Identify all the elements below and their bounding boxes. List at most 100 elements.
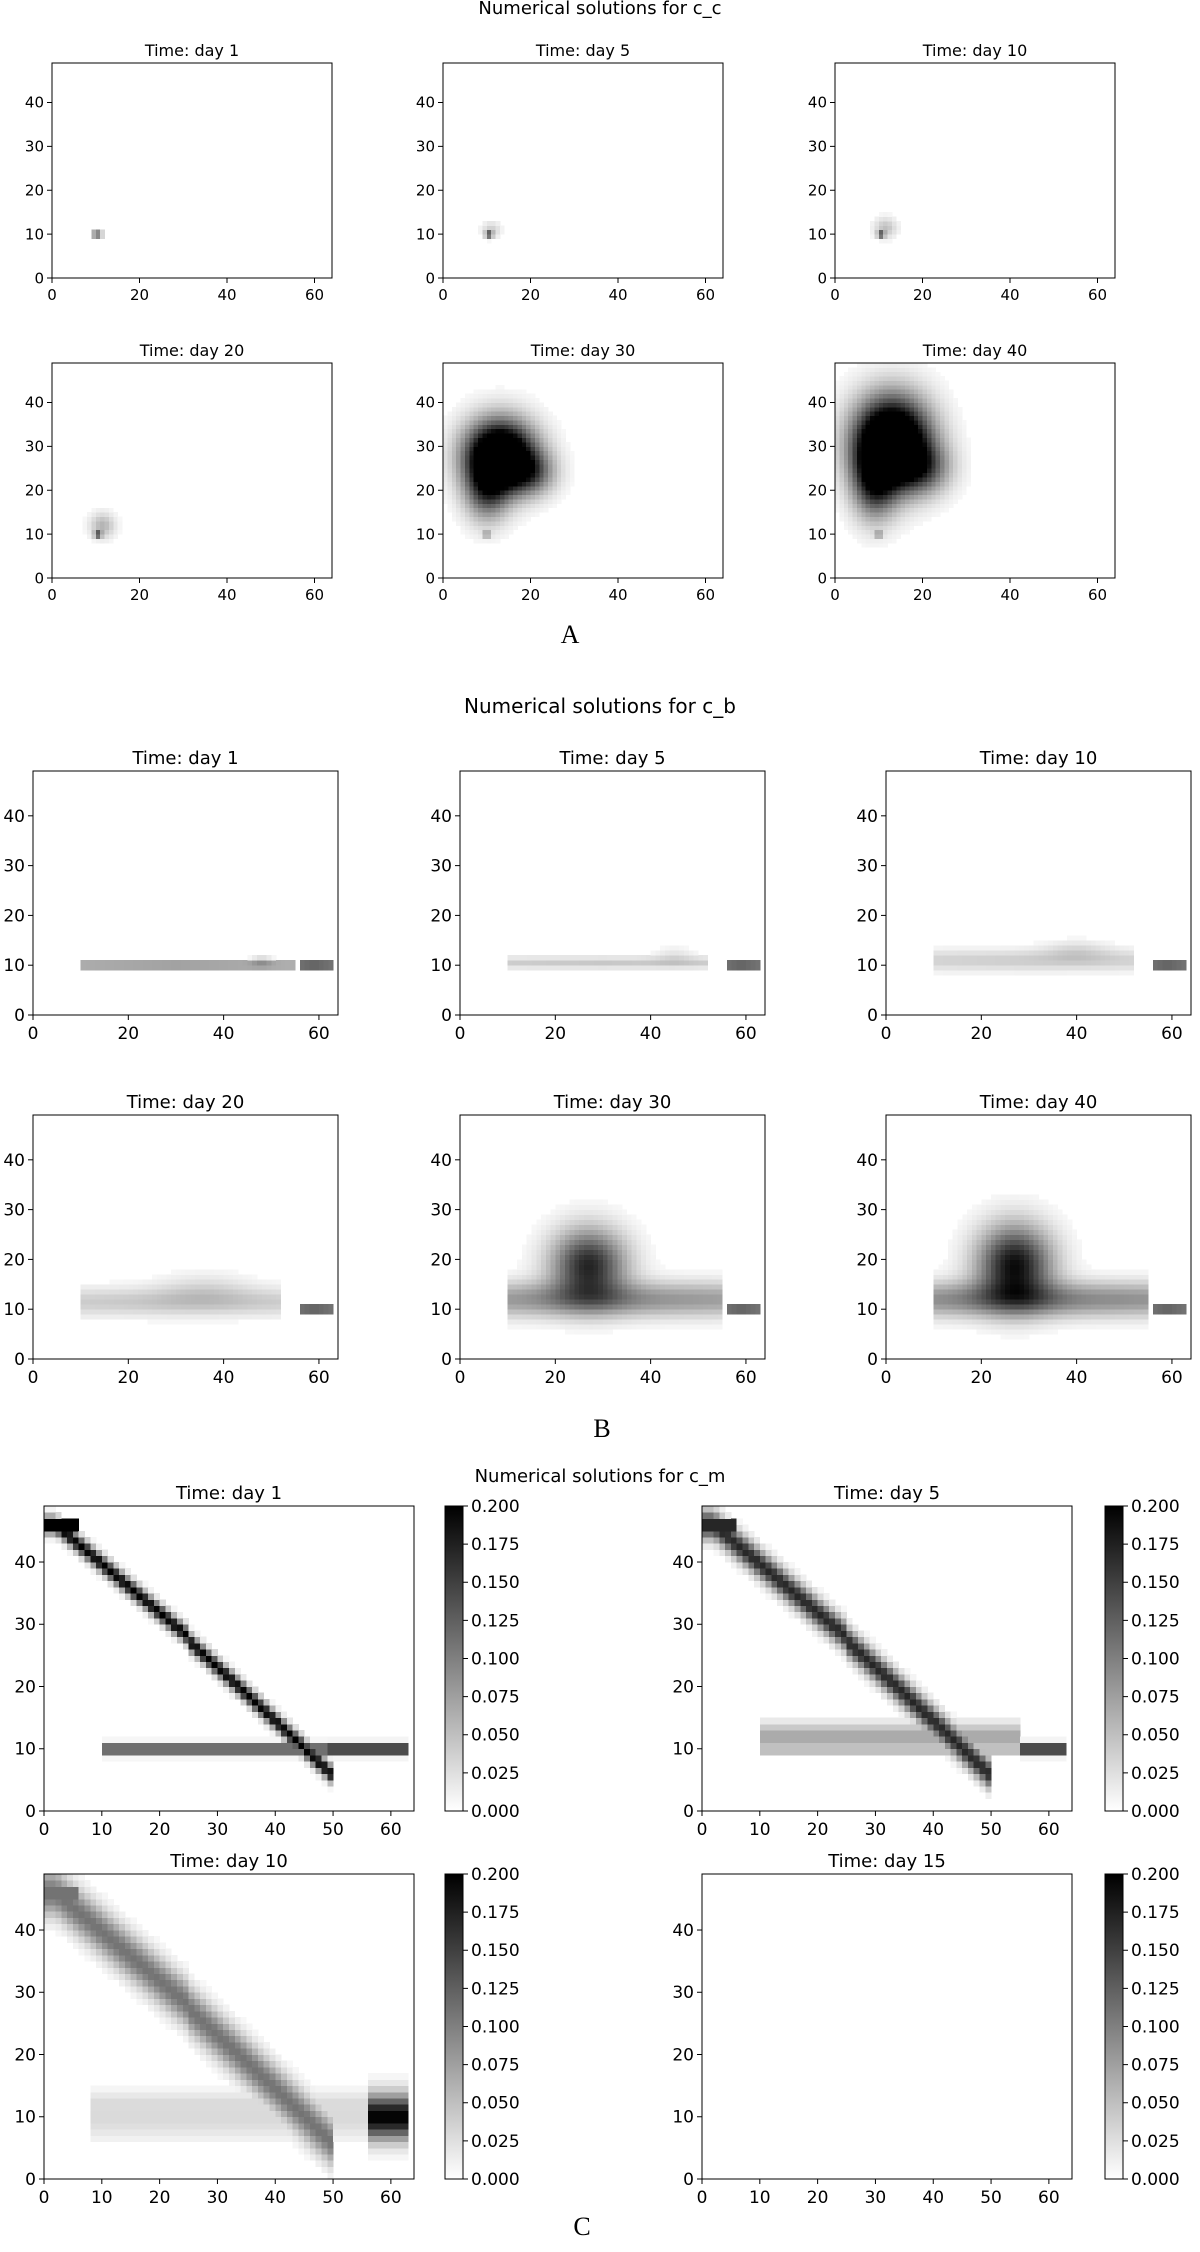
heatmap-cell (517, 437, 523, 443)
heatmap-cell (617, 1264, 623, 1270)
heatmap-cell (874, 411, 880, 417)
heatmap-cell (478, 494, 483, 500)
heatmap-cell (679, 1299, 685, 1305)
heatmap-cell (171, 1304, 177, 1310)
heatmap-cell (622, 1264, 628, 1270)
heatmap-cell (856, 463, 862, 469)
heatmap-cell (926, 481, 932, 487)
heatmap-cell (1033, 1324, 1039, 1330)
heatmap-cell (242, 1294, 248, 1300)
heatmap-cell (878, 380, 884, 386)
heatmap-cell (161, 1319, 167, 1325)
heatmap-cell (548, 490, 553, 496)
heatmap-cell (460, 459, 466, 465)
heatmap-cell (940, 380, 945, 386)
heatmap-cell (607, 1244, 613, 1250)
heatmap-cell (957, 477, 963, 482)
heatmap-cell (561, 463, 566, 469)
heatmap-cell (626, 1229, 632, 1235)
heatmap-cell (887, 490, 893, 496)
heatmap-cell (976, 1299, 982, 1305)
heatmap-cell (309, 1304, 315, 1310)
heatmap-cell (938, 955, 944, 961)
heatmap-cell (252, 1294, 258, 1300)
heatmap-cell (1019, 1244, 1025, 1250)
heatmap-cell (1014, 945, 1020, 951)
heatmap-cell (569, 1274, 575, 1280)
heatmap-cell (593, 1294, 599, 1300)
heatmap-cell (1090, 1314, 1097, 1320)
heatmap-cell (918, 520, 923, 526)
x-tick-label: 0 (438, 586, 448, 604)
heatmap-cell (588, 1329, 594, 1335)
heatmap-cell (499, 393, 505, 399)
heatmap-cell (530, 512, 536, 517)
heatmap-cell (703, 1294, 709, 1300)
heatmap-cell (1071, 1284, 1078, 1290)
heatmap-cell (641, 1249, 647, 1255)
heatmap-cell (952, 1289, 958, 1295)
heatmap-cell (1014, 960, 1020, 966)
heatmap-cell (938, 1314, 944, 1320)
heatmap-cell (878, 363, 884, 368)
heatmap-cell (961, 455, 967, 460)
heatmap-cell (550, 1294, 556, 1300)
heatmap-cell (741, 960, 747, 966)
heatmap-cell (561, 481, 566, 487)
heatmap-cell (935, 441, 941, 447)
heatmap-cell (636, 1324, 642, 1330)
heatmap-cell (883, 481, 888, 487)
heatmap-cell (588, 1249, 594, 1255)
heatmap-cell (935, 411, 941, 417)
heatmap-cell (499, 225, 505, 231)
heatmap-cell (938, 1309, 944, 1315)
heatmap-cell (971, 1239, 977, 1245)
heatmap-cell (1024, 1194, 1030, 1201)
heatmap-cell (641, 1274, 647, 1280)
heatmap-cell (526, 1309, 532, 1315)
heatmap-cell (482, 234, 488, 239)
heatmap-cell (482, 415, 488, 421)
heatmap-cell (698, 1324, 704, 1330)
heatmap-cell (1086, 950, 1092, 956)
heatmap-cell (1048, 1204, 1054, 1211)
heatmap-cell (883, 229, 888, 235)
heatmap-cell (541, 965, 547, 971)
heatmap-cell (971, 1209, 977, 1215)
heatmap-cell (185, 1289, 191, 1295)
heatmap-cell (856, 450, 862, 456)
heatmap-cell (664, 965, 671, 971)
heatmap-cell (1009, 1299, 1016, 1305)
heatmap-cell (517, 415, 523, 421)
heatmap-cell (957, 459, 963, 465)
heatmap-cell (947, 1289, 954, 1295)
heatmap-cell (1124, 960, 1130, 966)
heatmap-cell (223, 1314, 229, 1320)
heatmap-cell (561, 477, 566, 482)
heatmap-cell (874, 216, 880, 222)
heatmap-cell (612, 1249, 618, 1255)
heatmap-cell (451, 420, 457, 425)
heatmap-cell (526, 960, 532, 966)
heatmap-cell (909, 428, 915, 434)
heatmap-cell (1086, 970, 1092, 976)
heatmap-cell (865, 420, 871, 425)
heatmap-cell (113, 525, 119, 531)
heatmap-cell (560, 1264, 566, 1270)
heatmap-cell (104, 516, 110, 522)
heatmap-cell (865, 542, 871, 548)
heatmap-cell (579, 960, 585, 966)
heatmap-cell (1000, 1314, 1006, 1320)
heatmap-cell (913, 494, 919, 500)
heatmap-cell (100, 525, 105, 531)
heatmap-cell (943, 1299, 949, 1305)
heatmap-cell (626, 1244, 632, 1250)
heatmap-cell (607, 960, 613, 966)
heatmap-cell (961, 477, 967, 482)
heatmap-cell (276, 960, 282, 966)
heatmap-cell (228, 1319, 234, 1325)
heatmap-cell (1033, 1244, 1039, 1250)
heatmap-cell (887, 393, 893, 399)
heatmap-cell (861, 363, 867, 368)
heatmap-cell (933, 950, 939, 956)
